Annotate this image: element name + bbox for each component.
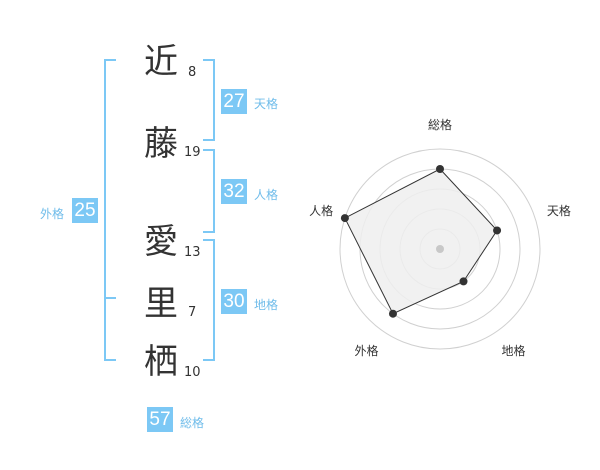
- radar-point-1: [493, 226, 502, 235]
- radar-axis-label: 人格: [309, 204, 334, 219]
- gaikaku-bracket-notch: [104, 297, 116, 299]
- gaikaku-value: 25: [72, 198, 98, 223]
- soukaku-value: 57: [147, 407, 173, 432]
- chikaku-bracket: [203, 239, 215, 361]
- radar-axis-label: 外格: [354, 344, 379, 359]
- radar-point-4: [340, 214, 349, 223]
- radar-ring: [339, 148, 541, 350]
- name-char: 愛: [144, 222, 178, 262]
- gaikaku-bracket: [104, 59, 116, 361]
- radar-axis-label: 総格: [428, 118, 453, 132]
- gaikaku-label: 外格: [40, 207, 65, 221]
- radar-area: [344, 168, 498, 315]
- name-char: 藤: [144, 124, 178, 164]
- name-char: 里: [144, 284, 178, 324]
- radar-point-0: [436, 165, 444, 173]
- stroke-count: 8: [188, 65, 197, 80]
- radar-center: [436, 245, 444, 253]
- radar-axis-label: 天格: [546, 204, 571, 219]
- chikaku-label: 地格: [254, 298, 279, 312]
- chikaku-value: 30: [221, 289, 247, 314]
- name-char: 近: [144, 42, 178, 82]
- stroke-count: 13: [184, 245, 201, 260]
- jinkaku-label: 人格: [254, 188, 279, 202]
- name-char: 栖: [144, 342, 178, 382]
- tenkaku-bracket: [203, 59, 215, 141]
- soukaku-label: 総格: [180, 416, 205, 430]
- radar-point-3: [388, 309, 397, 318]
- tenkaku-value: 27: [221, 89, 247, 114]
- jinkaku-bracket: [203, 149, 215, 233]
- radar-axis-label: 地格: [501, 344, 526, 359]
- stroke-count: 19: [184, 145, 201, 160]
- jinkaku-value: 32: [221, 179, 247, 204]
- tenkaku-label: 天格: [254, 97, 279, 111]
- stroke-count: 10: [184, 365, 201, 380]
- radar-point-2: [459, 277, 468, 286]
- stroke-count: 7: [188, 305, 197, 320]
